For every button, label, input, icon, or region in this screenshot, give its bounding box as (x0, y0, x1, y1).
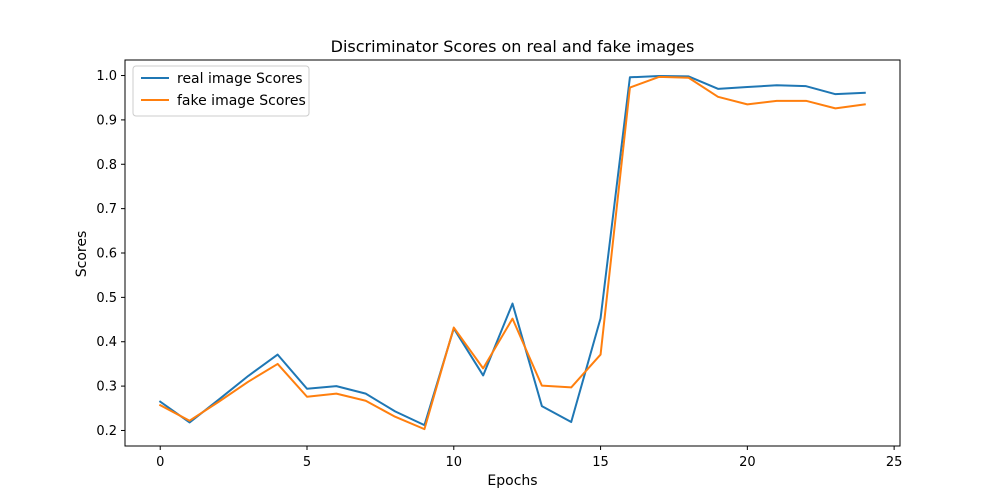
x-tick-label: 10 (446, 455, 463, 470)
legend: real image Scores fake image Scores (132, 65, 310, 117)
x-tick-label: 25 (886, 455, 903, 470)
plot-area (158, 74, 866, 431)
x-tick-label: 5 (303, 455, 311, 470)
legend-label-1: real image Scores (177, 71, 303, 87)
x-tick-label: 20 (739, 455, 756, 470)
y-tick-label: 0.6 (96, 247, 117, 262)
chart-title: Discriminator Scores on real and fake im… (331, 37, 695, 56)
legend-label-2: fake image Scores (177, 93, 306, 109)
y-tick-label: 1.0 (96, 69, 117, 84)
x-axis-title: Epochs (487, 473, 537, 489)
y-tick-label: 0.8 (96, 158, 117, 173)
x-tick-label: 0 (156, 455, 164, 470)
y-tick-label: 0.9 (96, 113, 117, 128)
y-tick-label: 0.3 (96, 380, 117, 395)
legend-box (132, 65, 310, 117)
y-tick-label: 0.5 (96, 291, 117, 306)
y-tick-label: 0.7 (96, 202, 117, 217)
plot-frame (124, 59, 901, 447)
x-tick-label: 15 (592, 455, 609, 470)
y-tick-label: 0.2 (96, 424, 117, 439)
axes: 0 5 10 15 20 25 0.2 0.3 0.4 0.5 0.6 0.7 0.8 0.9 1.0 (96, 59, 903, 470)
y-tick-label: 0.4 (96, 335, 117, 350)
y-axis-title: Scores (74, 231, 90, 278)
series-line-1 (158, 74, 866, 427)
series-line-2 (158, 75, 866, 431)
